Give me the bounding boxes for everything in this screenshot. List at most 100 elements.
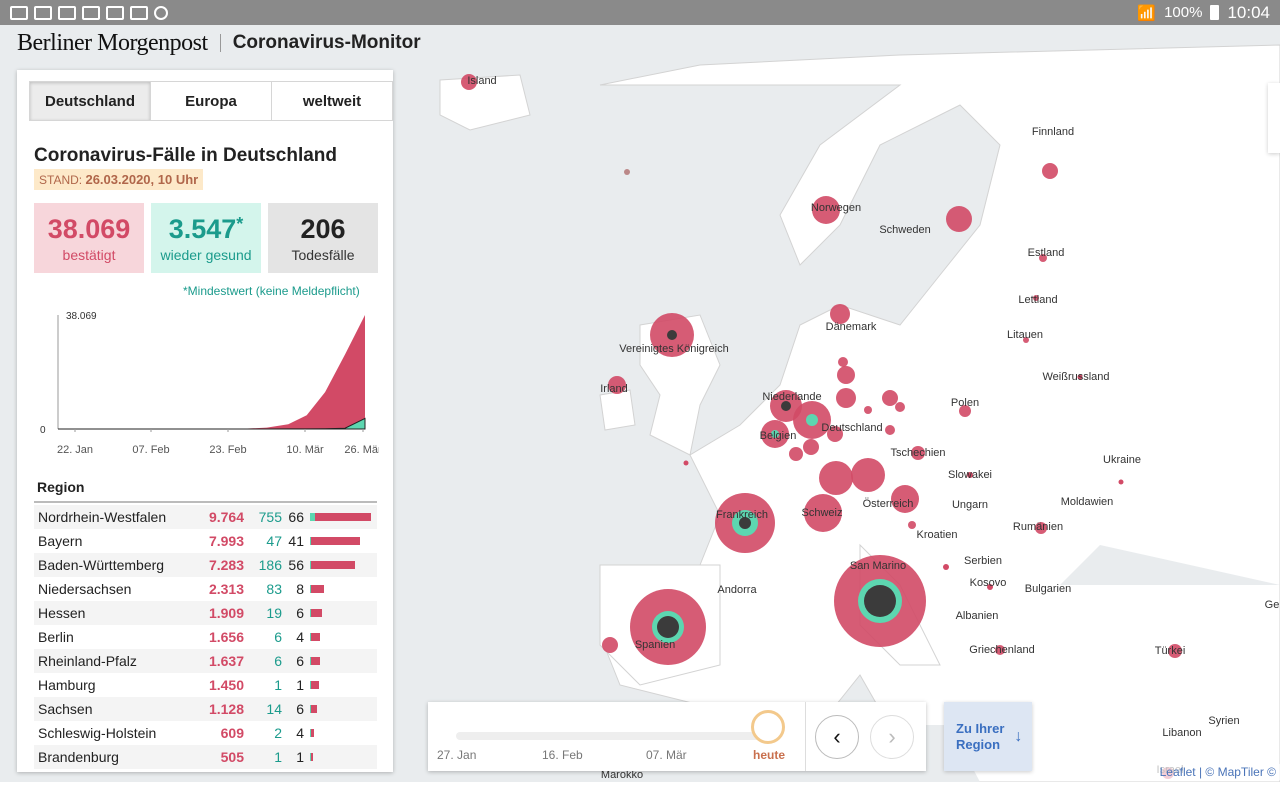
tab-weltweit[interactable]: weltweit [272,82,392,120]
map-country-label: Schweden [879,224,931,236]
map-country-label: Belgien [759,430,797,442]
chevron-right-icon: › [888,724,896,749]
timeline-thumb[interactable] [751,710,785,744]
stand-date: 26.03.2020, 10 Uhr [85,172,199,187]
map-country-label: Ukraine [1103,454,1141,466]
timeline-label: 07. Mär [646,748,687,762]
map-country-label: Polen [950,397,980,409]
region-bar [310,729,314,737]
region-bar [310,753,314,761]
region-name: Berlin [38,629,74,645]
header-divider [219,34,221,52]
region-recovered: 186 [258,557,282,573]
region-bar [310,537,360,545]
region-deaths: 6 [296,701,304,717]
scope-tabs: Deutschland Europa weltweit [29,81,393,121]
region-row[interactable]: Nordrhein-Westfalen 9.764 755 66 [34,505,377,529]
region-table: Nordrhein-Westfalen 9.764 755 66 Bayern 7.993… [34,505,377,769]
region-row[interactable]: Rheinland-Pfalz 1.637 6 6 [34,649,377,673]
site-logo[interactable]: Berliner Morgenpost [17,29,208,56]
map-country-label: Tschechien [890,447,946,459]
browser-icon [154,5,168,20]
map-country-label: Dänemark [825,321,877,333]
recovered-count: 3.547 [168,213,237,244]
map-country-label: Finnland [1031,126,1075,138]
region-recovered: 14 [266,701,282,717]
region-bar-recovered [310,537,311,545]
bottom-bar [0,782,1280,800]
region-row[interactable]: Sachsen 1.128 14 6 [34,697,377,721]
recovered-count-wrap: 3.547* [169,214,244,245]
region-recovered: 755 [258,509,282,525]
region-confirmed: 1.637 [208,653,244,669]
region-row[interactable]: Baden-Württemberg 7.283 186 56 [34,553,377,577]
system-status-bar: 📶 100% 10:04 [0,0,1280,25]
site-header: Berliner Morgenpost Coronavirus-Monitor [17,27,421,59]
region-bar-confirmed [311,585,325,593]
region-bar-confirmed [311,537,360,545]
region-recovered: 6 [274,629,282,645]
map-country-label: Serbien [964,555,1002,567]
region-bar-confirmed [311,633,321,641]
region-confirmed: 505 [220,749,244,765]
confirmed-box: 38.069 bestätigt [34,203,144,273]
region-row[interactable]: Brandenburg 505 1 1 [34,745,377,769]
confirmed-label: bestätigt [62,246,116,263]
region-row[interactable]: Bayern 7.993 47 41 [34,529,377,553]
map-country-label: Andorra [717,584,757,596]
next-day-button[interactable]: › [870,715,914,759]
map-country-label: Schweiz [801,507,843,519]
battery-level: 100% [1164,4,1203,21]
tab-europa[interactable]: Europa [151,82,272,120]
region-bar-recovered [310,633,311,641]
region-confirmed: 1.450 [208,677,244,693]
region-row[interactable]: Hamburg 1.450 1 1 [34,673,377,697]
region-name: Hamburg [38,677,96,693]
region-name: Nordrhein-Westfalen [38,509,167,525]
deaths-count: 206 [300,213,346,244]
map-country-label: Spanien [634,639,676,651]
y-max-label: 38.069 [66,311,97,322]
recovered-asterisk: * [236,213,244,234]
x-tick-label: 26. Mär [344,444,379,456]
map-country-label: Irland [600,383,628,395]
region-bar-confirmed [314,513,371,521]
map-attribution[interactable]: Leaflet | © MapTiler © [1155,764,1280,780]
previous-day-button[interactable]: ‹ [815,715,859,759]
cases-area-chart[interactable]: 38.069 0 22. Jan 07. Feb 23. Feb 10. Mär 26. M… [34,305,379,465]
region-recovered: 6 [274,653,282,669]
region-bar [310,633,321,641]
region-bar-confirmed [311,681,320,689]
region-row[interactable]: Schleswig-Holstein 609 2 4 [34,721,377,745]
region-bar-confirmed [311,609,322,617]
region-recovered: 83 [266,581,282,597]
map-country-label: Litauen [1006,329,1044,341]
region-name: Bayern [38,533,83,549]
region-row[interactable]: Niedersachsen 2.313 83 8 [34,577,377,601]
region-bar-recovered [310,729,311,737]
region-bar [310,705,318,713]
region-row[interactable]: Berlin 1.656 6 4 [34,625,377,649]
map-country-label: Bulgarien [1024,583,1072,595]
region-bar [310,513,371,521]
chevron-left-icon: ‹ [833,724,841,749]
map-side-control[interactable] [1268,83,1280,153]
mail-icon [82,5,100,20]
region-confirmed: 1.909 [208,605,244,621]
gallery-icon [10,5,28,20]
region-deaths: 4 [296,629,304,645]
region-deaths: 41 [288,533,304,549]
tab-deutschland[interactable]: Deutschland [30,82,151,120]
region-bar-recovered [310,513,315,521]
map-country-label: Ungarn [951,499,989,511]
region-bar-confirmed [311,705,318,713]
mail-icon [106,5,124,20]
jump-to-region-button[interactable]: Zu Ihrer Region ↓ [944,702,1032,771]
map-country-label: Island [467,75,497,87]
region-row[interactable]: Hessen 1.909 19 6 [34,601,377,625]
timeline-slider[interactable] [456,732,768,740]
region-confirmed: 1.128 [208,701,244,717]
mail-icon [58,5,76,20]
mail-icon [130,5,148,20]
stand-prefix: STAND: [39,173,83,187]
